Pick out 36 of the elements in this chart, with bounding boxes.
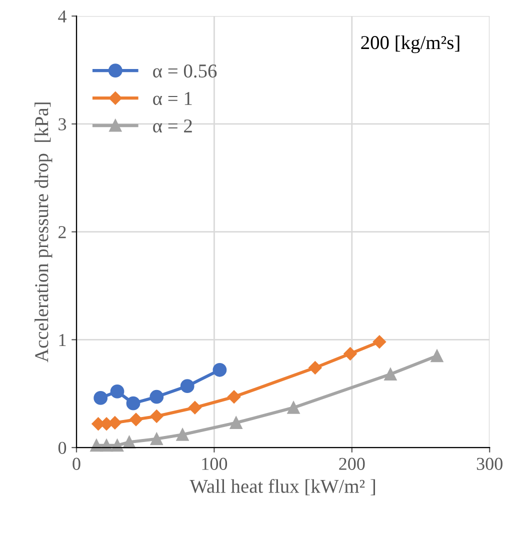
- point: [150, 390, 164, 404]
- legend-label: α = 2: [153, 119, 192, 133]
- y-tick-label: 0: [58, 442, 66, 454]
- point: [287, 401, 300, 414]
- y-tick-label: 2: [58, 226, 66, 238]
- y-tick-label: 4: [58, 10, 66, 22]
- legend-label: α = 1: [153, 92, 192, 106]
- point: [230, 416, 242, 429]
- point: [430, 350, 444, 362]
- point: [126, 396, 140, 410]
- x-tick-label: 0: [72, 458, 80, 470]
- point: [122, 436, 136, 448]
- point: [344, 347, 357, 360]
- y-tick-label: 3: [58, 118, 66, 130]
- point: [227, 390, 241, 404]
- point: [372, 335, 386, 348]
- annotation: 200 [kg/m²s]: [361, 35, 460, 54]
- x-tick-label: 100: [202, 458, 228, 470]
- x-tick-label: 200: [339, 458, 365, 470]
- point: [110, 384, 124, 398]
- point: [212, 362, 227, 377]
- y-tick-label: 1: [59, 334, 66, 346]
- point: [129, 412, 143, 426]
- point: [108, 416, 122, 430]
- point: [180, 379, 194, 394]
- x-axis-title: Wall heat flux [kW/m² ]: [190, 479, 375, 496]
- point: [384, 368, 397, 380]
- point: [188, 401, 202, 414]
- point: [94, 390, 108, 405]
- point: [150, 410, 164, 423]
- point: [150, 432, 163, 446]
- x-tick-label: 300: [476, 458, 502, 470]
- y-axis-title: Acceleration pressure drop [kPa]: [34, 102, 52, 362]
- point: [308, 361, 322, 374]
- legend-label: α = 0.56: [153, 64, 217, 78]
- point: [176, 428, 189, 441]
